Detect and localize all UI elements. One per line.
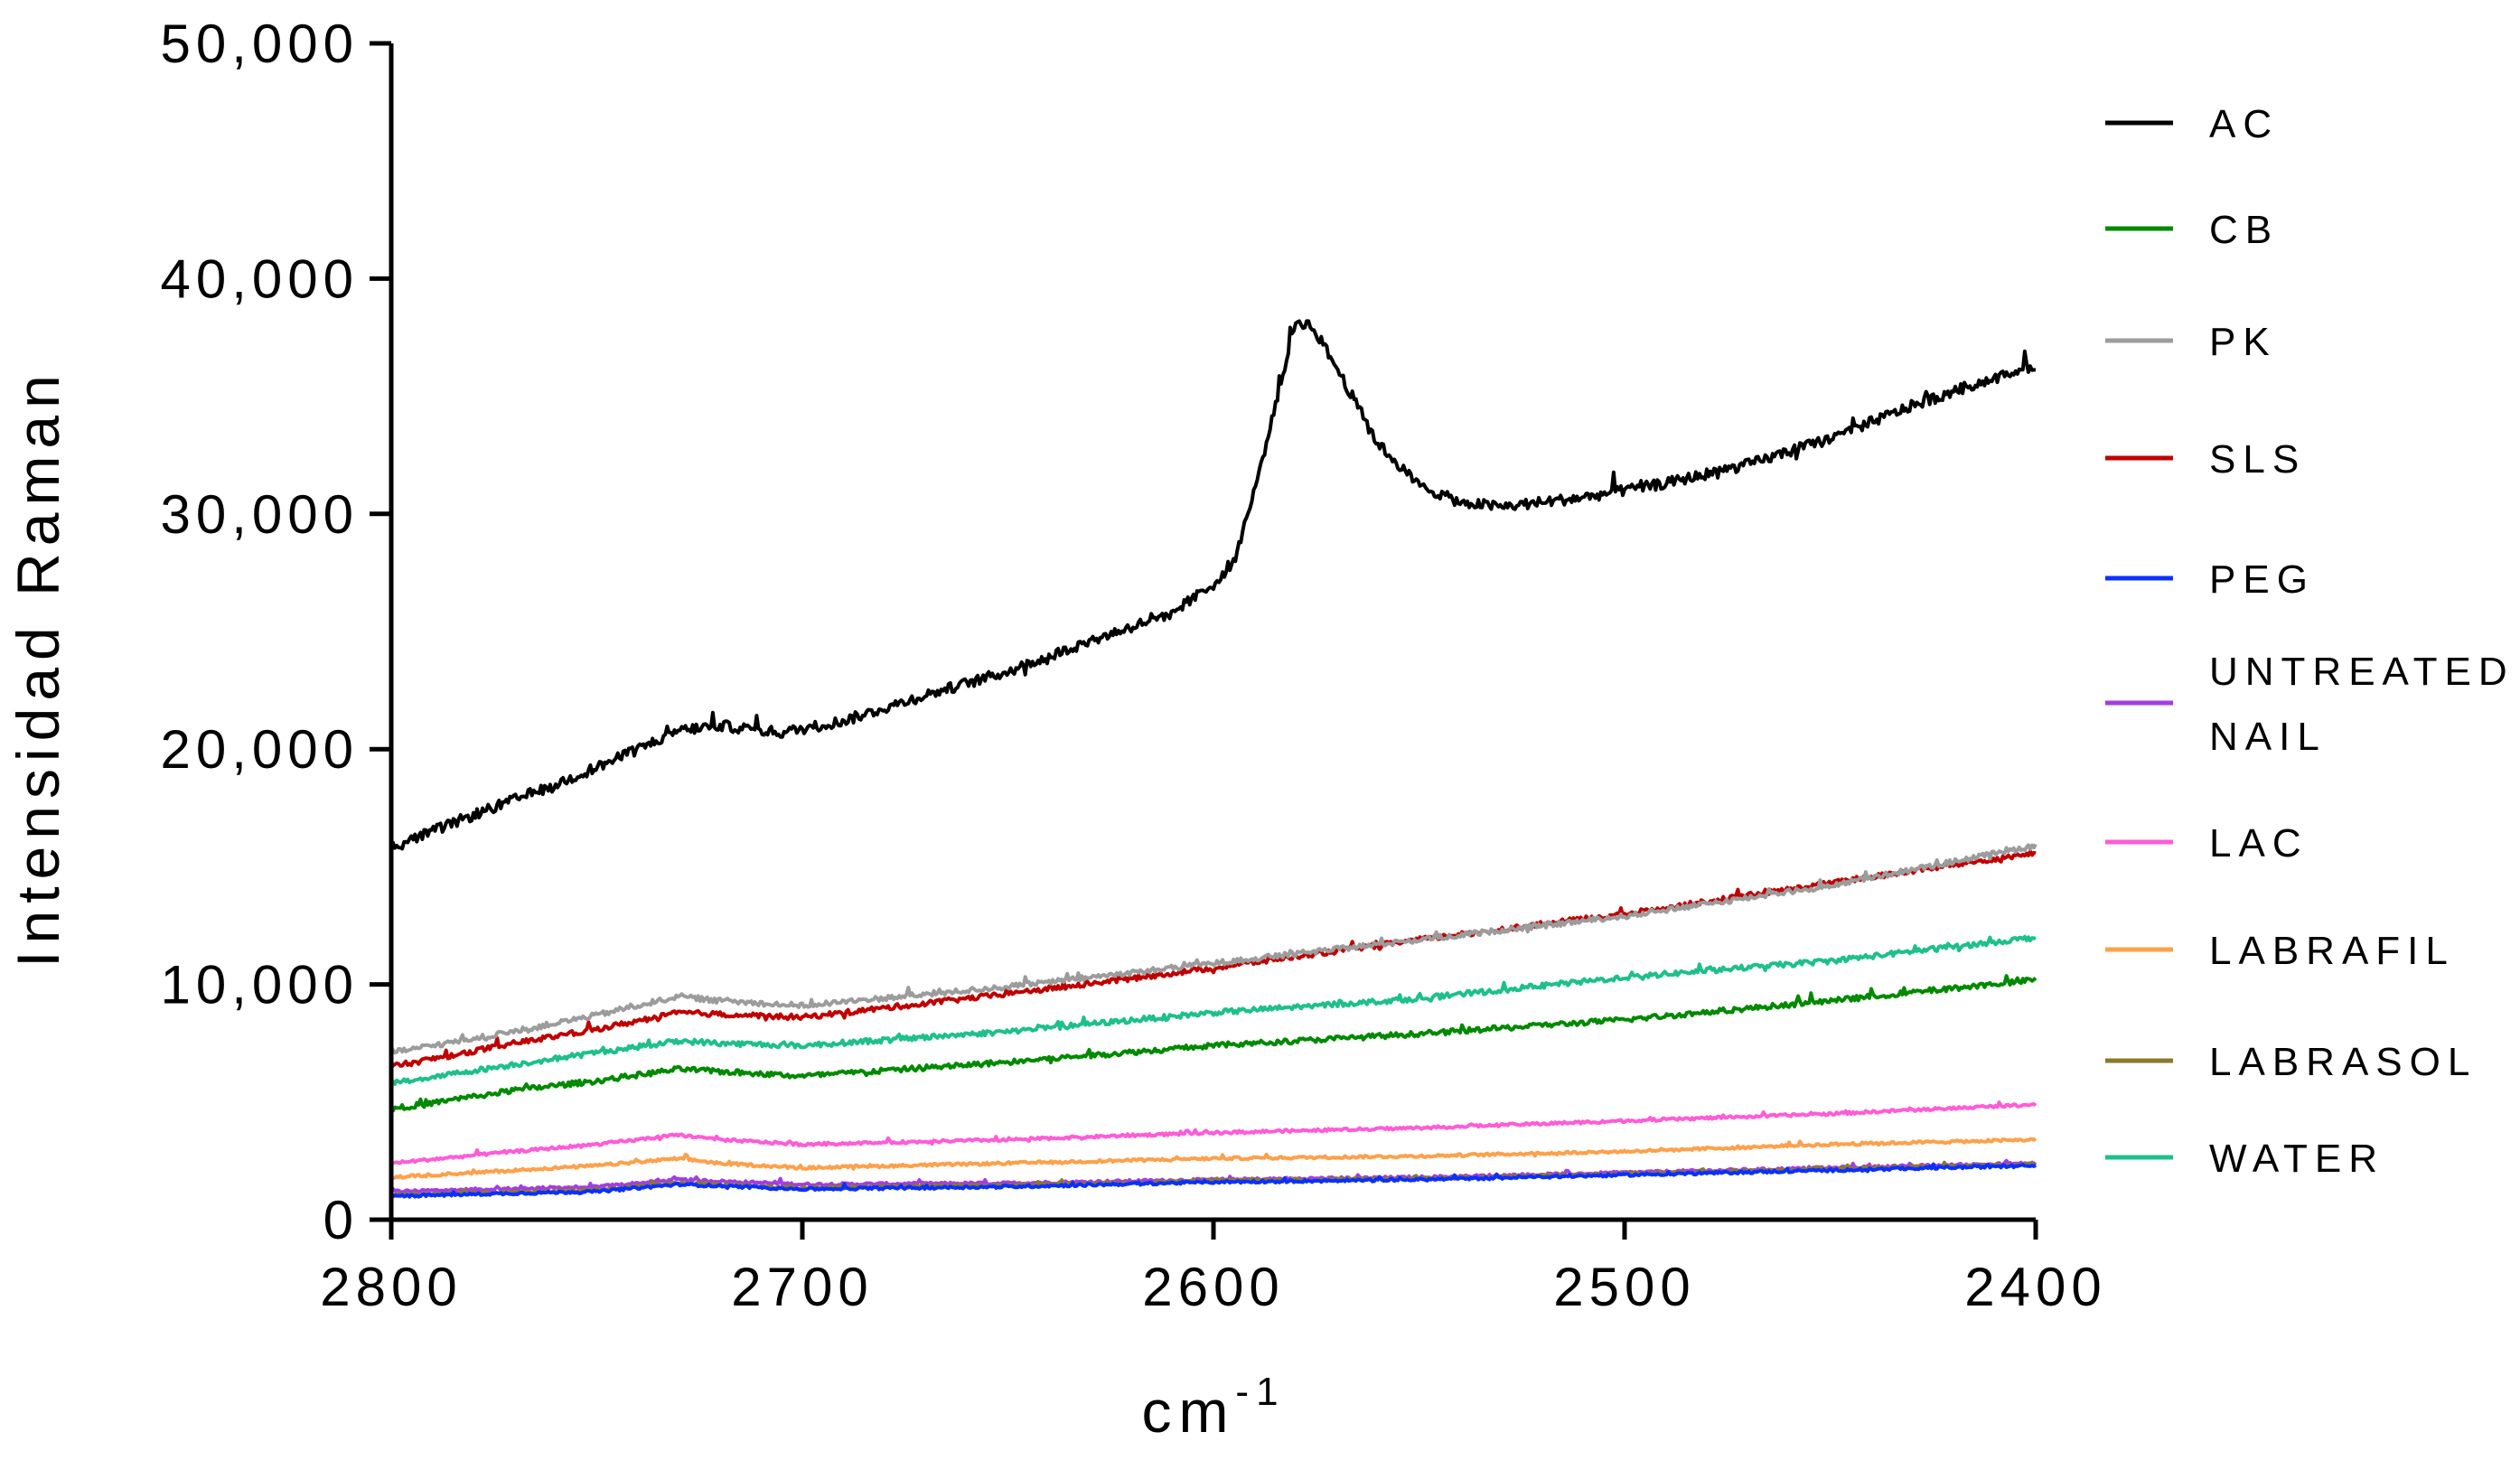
series-line-ac <box>389 319 2037 851</box>
legend-item-peg: PEG <box>2105 557 2315 602</box>
y-tick-label: 20,000 <box>160 719 359 780</box>
x-axis-title-superscript: -1 <box>1235 1370 1285 1414</box>
legend-label: LABRAFIL <box>2209 929 2455 973</box>
x-tick-label: 2700 <box>731 1257 873 1317</box>
legend-item-lac: LAC <box>2105 821 2309 866</box>
legend-label: WATER <box>2209 1137 2384 1181</box>
legend-item-ac: AC <box>2105 102 2279 146</box>
legend-label: UNTREATED NAIL <box>2209 650 2515 759</box>
series-layer <box>389 319 2038 1199</box>
y-tick-label: 10,000 <box>160 955 359 1015</box>
series-line-lac <box>389 1100 2038 1166</box>
y-tick-label: 30,000 <box>160 484 359 545</box>
series-line-water <box>389 934 2037 1086</box>
legend-item-labrasol: LABRASOL <box>2105 1040 2477 1084</box>
legend-label: LABRASOL <box>2209 1040 2477 1084</box>
axes-layer <box>389 43 2036 1222</box>
legend-label: AC <box>2209 102 2279 146</box>
legend-item-labrafil: LABRAFIL <box>2105 929 2455 973</box>
legend-label: PK <box>2209 320 2277 364</box>
x-tick-label: 2500 <box>1553 1257 1695 1317</box>
legend: AC CB PK SLS PEG UNTREATED NAIL LAC LABRAFIL LABR… <box>2105 102 2515 1181</box>
series-line-sls <box>389 849 2037 1070</box>
legend-label: CB <box>2209 208 2279 252</box>
legend-item-untreated-nail: UNTREATED NAIL <box>2105 650 2515 759</box>
legend-item-water: WATER <box>2105 1137 2384 1181</box>
x-tick-label: 2600 <box>1142 1257 1284 1317</box>
series-line-cb <box>390 974 2038 1113</box>
y-axis-title: Intensidad Raman <box>5 368 71 968</box>
y-ticks: 0 10,000 20,000 30,000 40,000 50,000 <box>160 14 391 1250</box>
x-axis-title: cm-1 <box>1141 1370 1285 1445</box>
x-ticks: 2800 2700 2600 2500 2400 <box>320 1220 2106 1317</box>
series-line-peg <box>390 1162 2038 1199</box>
y-tick-label: 40,000 <box>160 248 359 309</box>
y-tick-label: 50,000 <box>160 14 359 74</box>
y-tick-label: 0 <box>323 1190 359 1250</box>
legend-item-sls: SLS <box>2105 437 2306 482</box>
series-line-labrafil <box>390 1137 2038 1180</box>
x-axis-title-unit: cm <box>1141 1378 1235 1445</box>
legend-label: SLS <box>2209 437 2306 482</box>
legend-label: LAC <box>2209 821 2309 866</box>
legend-item-cb: CB <box>2105 208 2279 252</box>
x-tick-label: 2800 <box>320 1257 462 1317</box>
legend-item-pk: PK <box>2105 320 2277 364</box>
x-tick-label: 2400 <box>1964 1257 2106 1317</box>
series-line-pk <box>390 843 2038 1055</box>
legend-label: PEG <box>2209 557 2315 602</box>
